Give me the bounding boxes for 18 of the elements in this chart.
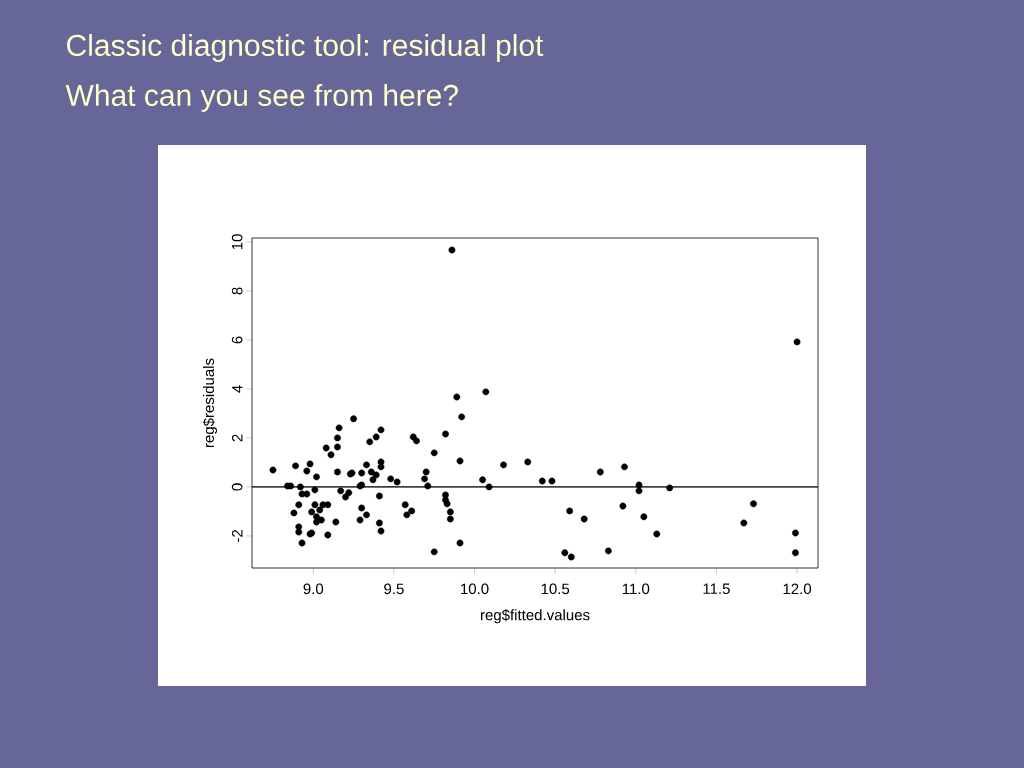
x-tick-label: 11.5: [703, 583, 730, 594]
y-tick-label: 10: [231, 234, 243, 250]
x-tick-label: 9.0: [303, 583, 324, 595]
y-tick-label: 8: [231, 287, 243, 295]
y-tick-label: -2: [231, 530, 243, 542]
y-tick-label: 2: [231, 434, 243, 442]
x-tick-label: 12.0: [783, 583, 812, 595]
y-tick-label: 4: [232, 385, 243, 393]
x-tick-label: 10.5: [541, 583, 570, 595]
y-tick-label: 6: [231, 336, 243, 344]
x-axis-title: reg$fitted.values: [480, 609, 590, 624]
chart-title: Classic diagnostic tool: residual plot: [67, 34, 544, 62]
x-tick-label: 9.5: [384, 583, 404, 595]
chart-subtitle: What can you see from here?: [65, 84, 458, 112]
y-tick-label: 0: [231, 483, 243, 491]
y-axis-title: reg$residuals: [202, 358, 217, 448]
x-tick-label: 10.0: [461, 583, 489, 595]
x-tick-label: 11.0: [622, 583, 650, 595]
